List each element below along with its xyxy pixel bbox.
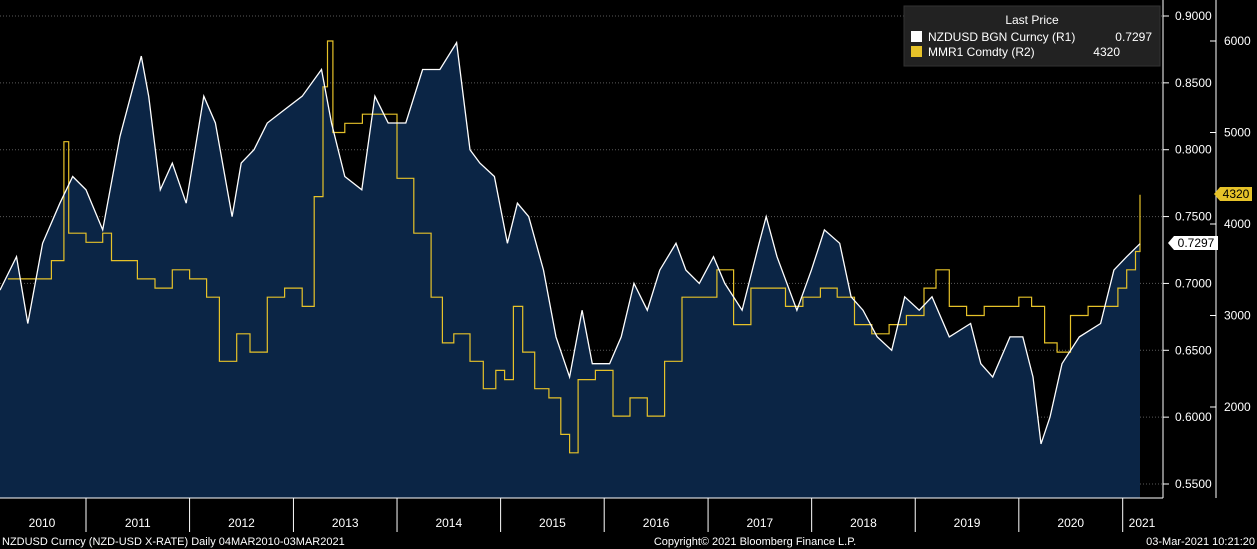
footer-left: NZDUSD Curncy (NZD-USD X-RATE) Daily 04M…: [2, 536, 345, 548]
r2-tick-label: 4000: [1224, 217, 1251, 231]
last-label-r2: 4320: [1214, 187, 1252, 201]
r1-tick-label: 0.6500: [1175, 343, 1212, 357]
last-label-r1: 0.7297: [1168, 236, 1218, 250]
footer: NZDUSD Curncy (NZD-USD X-RATE) Daily 04M…: [2, 536, 1255, 548]
x-tick-label: 2010: [29, 516, 56, 530]
nzdusd-area: [0, 42, 1140, 498]
x-tick-label: 2021: [1129, 516, 1156, 530]
legend-box: [903, 5, 1161, 67]
r2-tick-label: 6000: [1224, 34, 1251, 48]
x-tick-label: 2019: [954, 516, 981, 530]
legend-swatch-nzdusd: [911, 31, 922, 42]
mmr-series-line: [7, 40, 1141, 454]
r1-tick-label: 0.7500: [1175, 210, 1212, 224]
last-label-r1-text: 0.7297: [1178, 236, 1215, 250]
nzdusd-area-fill: [0, 42, 1140, 498]
last-label-r2-text: 4320: [1223, 187, 1250, 201]
legend-item-mmr: MMR1 Comdty (R2): [928, 45, 1035, 59]
x-tick-label: 2014: [435, 516, 462, 530]
legend-title: Last Price: [1005, 13, 1059, 27]
r1-tick-label: 0.5500: [1175, 477, 1212, 491]
series-lines: [0, 40, 1141, 454]
legend-item-nzdusd: NZDUSD BGN Curncy (R1): [928, 30, 1075, 44]
legend: Last Price NZDUSD BGN Curncy (R1) 0.7297…: [903, 5, 1161, 67]
legend-value-nzdusd: 0.7297: [1115, 30, 1152, 44]
r2-tick-label: 3000: [1224, 309, 1251, 323]
x-axis: 2010 2011 2012 2013 2014 2015 2016 2017 2018 2019…: [0, 497, 1163, 532]
r1-axis: 0.5500 0.6000 0.6500 0.7000 0.7500 0.8000 0.85…: [1162, 0, 1212, 498]
legend-value-mmr: 4320: [1093, 45, 1120, 59]
x-tick-label: 2017: [747, 516, 774, 530]
x-tick-label: 2015: [539, 516, 566, 530]
r1-tick-label: 0.6000: [1175, 410, 1212, 424]
x-tick-label: 2020: [1057, 516, 1084, 530]
x-tick-label: 2012: [228, 516, 255, 530]
footer-right: 03-Mar-2021 10:21:20: [1146, 536, 1255, 548]
nzdusd-series-line: [0, 40, 1141, 445]
x-tick-label: 2018: [850, 516, 877, 530]
r2-tick-label: 5000: [1224, 126, 1251, 140]
r1-tick-label: 0.9000: [1175, 9, 1212, 23]
r1-tick-label: 0.8000: [1175, 143, 1212, 157]
r1-tick-label: 0.7000: [1175, 276, 1212, 290]
legend-swatch-mmr: [911, 46, 922, 57]
x-tick-label: 2016: [643, 516, 670, 530]
footer-center: Copyright© 2021 Bloomberg Finance L.P.: [654, 536, 856, 548]
x-tick-label: 2011: [125, 516, 151, 530]
r1-tick-label: 0.8500: [1175, 76, 1212, 90]
r2-tick-label: 2000: [1224, 400, 1251, 414]
x-tick-label: 2013: [332, 516, 359, 530]
